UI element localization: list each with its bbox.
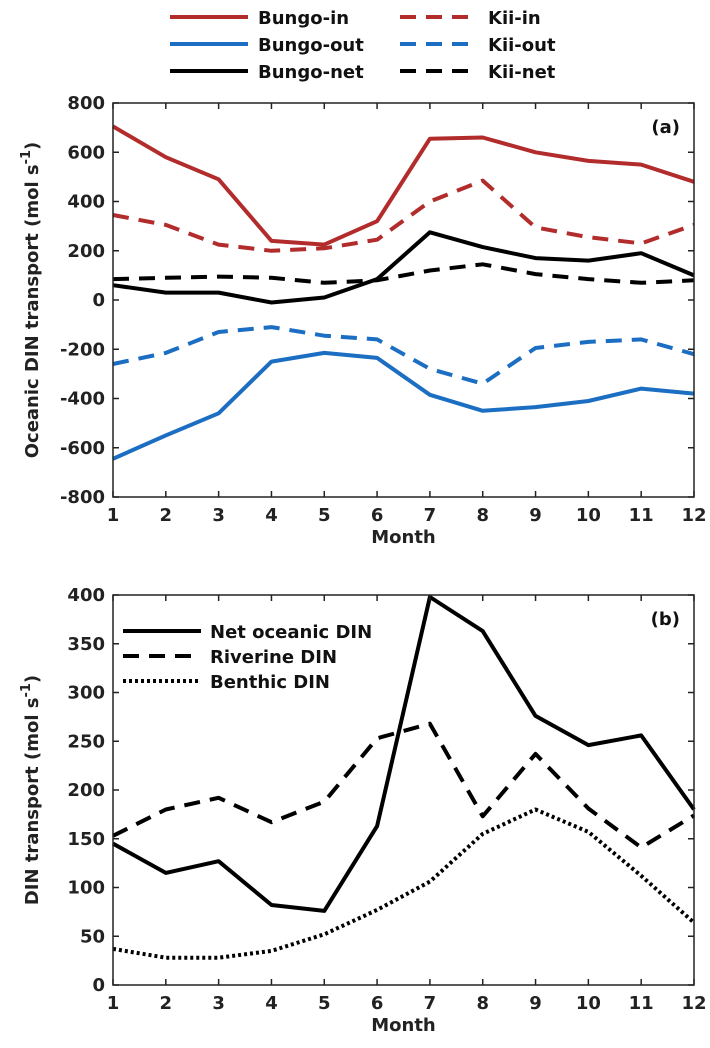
y-tick-label: 300	[67, 683, 105, 704]
panel-a-chart: 1 2 3 4 5 6 7 8 9 10 11 12-800-600-400-200020040060…	[19, 93, 707, 548]
series-line-kii-net	[112, 262, 695, 285]
legend-label: Benthic DIN	[210, 672, 330, 693]
y-tick-label: 250	[67, 731, 105, 752]
series-line-net-oceanic-din	[112, 595, 696, 913]
y-tick-label: 100	[67, 878, 105, 899]
series-line-benthic-din	[112, 807, 696, 960]
x-tick-label: 6	[371, 505, 384, 526]
x-axis-title: Month	[371, 527, 436, 548]
x-tick-label: 2	[160, 993, 173, 1014]
legend-label: Bungo-net	[258, 62, 364, 83]
y-tick-label: 50	[80, 926, 105, 947]
legend-label: Net oceanic DIN	[210, 622, 372, 643]
series-line-kii-in	[112, 178, 695, 253]
y-tick-label: -800	[60, 487, 105, 508]
y-tick-label: 400	[67, 585, 105, 606]
x-tick-label: 1	[107, 505, 120, 526]
x-tick-label: 5	[318, 505, 331, 526]
y-axis-title: DIN transport (mol s-1)	[19, 675, 43, 905]
x-tick-label: 10	[576, 993, 601, 1014]
x-tick-label: 8	[476, 505, 489, 526]
y-tick-label: -600	[60, 438, 105, 459]
axes-box	[112, 594, 695, 986]
legend-label: Kii-out	[488, 35, 556, 56]
series-line-riverine-din	[112, 721, 696, 850]
x-tick-label: 3	[212, 993, 225, 1014]
x-tick-label: 4	[265, 505, 278, 526]
panel-label: (b)	[651, 609, 680, 630]
y-tick-label: -400	[60, 389, 105, 410]
x-tick-label: 9	[529, 505, 542, 526]
legend-label: Bungo-in	[258, 8, 349, 29]
x-tick-label: 5	[318, 993, 331, 1014]
y-tick-label: 0	[92, 290, 105, 311]
x-tick-label: 4	[265, 993, 278, 1014]
panel-b-chart: 1 2 3 4 5 6 7 8 9 10 11 12050100150200250300350400M…	[19, 585, 707, 1036]
x-tick-label: 3	[212, 505, 225, 526]
legend-label: Kii-net	[488, 62, 556, 83]
x-axis-title: Month	[371, 1015, 436, 1036]
series-line-kii-out	[112, 325, 695, 386]
x-tick-label: 2	[160, 505, 173, 526]
y-tick-label: 150	[67, 829, 105, 850]
y-tick-label: 200	[67, 241, 105, 262]
y-tick-label: 0	[92, 975, 105, 996]
x-tick-label: 12	[681, 505, 706, 526]
y-tick-label: 600	[67, 142, 105, 163]
legend-label: Riverine DIN	[210, 647, 337, 668]
y-tick-label: 800	[67, 93, 105, 114]
y-tick-label: 350	[67, 634, 105, 655]
y-axis-title: Oceanic DIN transport (mol s-1)	[19, 142, 43, 459]
series-line-bungo-in	[111, 124, 695, 247]
x-tick-label: 1	[107, 993, 120, 1014]
x-tick-label: 8	[476, 993, 489, 1014]
x-tick-label: 7	[424, 993, 437, 1014]
x-tick-label: 9	[529, 993, 542, 1014]
y-tick-label: -200	[60, 339, 105, 360]
legend-label: Bungo-out	[258, 35, 364, 56]
x-tick-label: 11	[629, 993, 654, 1014]
x-tick-label: 7	[424, 505, 437, 526]
y-tick-label: 400	[67, 192, 105, 213]
legend-label: Kii-in	[488, 8, 541, 29]
series-line-bungo-out	[112, 350, 695, 461]
x-tick-label: 11	[629, 505, 654, 526]
x-tick-label: 12	[681, 993, 706, 1014]
y-tick-label: 200	[67, 780, 105, 801]
panel-label: (a)	[651, 117, 680, 138]
x-tick-label: 6	[371, 993, 384, 1014]
series-line-bungo-net	[112, 230, 695, 305]
x-tick-label: 10	[576, 505, 601, 526]
legend-top: Bungo-in Kii-in Bungo-out Kii-out Bungo-net K…	[170, 8, 556, 83]
